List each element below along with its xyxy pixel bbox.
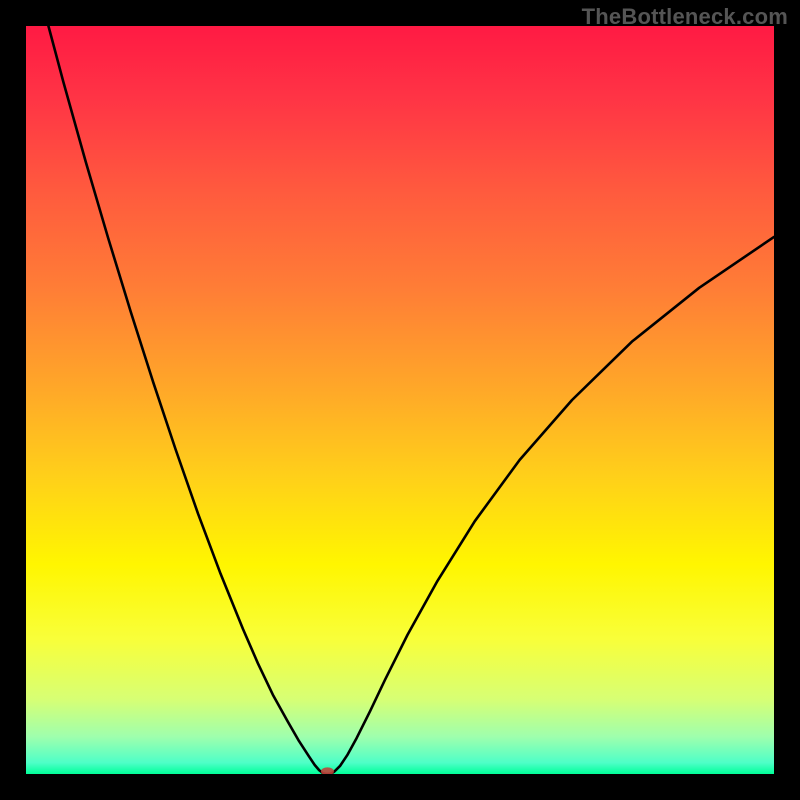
chart-plot-area [26, 26, 774, 774]
chart-background [26, 26, 774, 774]
chart-svg [26, 26, 774, 774]
chart-frame: TheBottleneck.com [0, 0, 800, 800]
